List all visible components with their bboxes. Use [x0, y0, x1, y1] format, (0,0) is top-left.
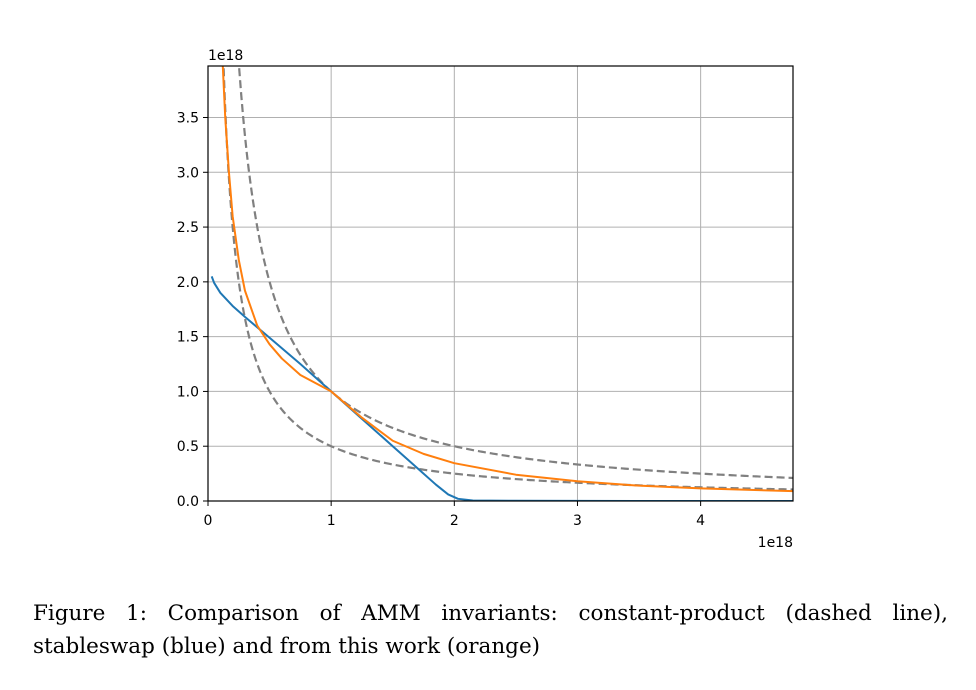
grid — [207, 66, 793, 502]
y-tick-label: 2.5 — [177, 220, 199, 236]
x-tick-label: 2 — [450, 513, 459, 529]
y-tick-label: 1.5 — [177, 330, 199, 346]
chart: 0 1 2 3 4 0.0 0.5 1.0 1.5 2.0 2.5 3.0 3.5 1e18 1e18 — [177, 48, 794, 551]
y-axis-multiplier: 1e18 — [208, 48, 243, 64]
series-line-2 — [210, 276, 793, 501]
y-tick-label: 3.0 — [177, 165, 199, 181]
x-axis-multiplier: 1e18 — [758, 535, 793, 551]
x-tick-label: 1 — [327, 513, 336, 529]
y-tick-label: 0.0 — [177, 494, 199, 510]
series-line-1 — [237, 66, 793, 480]
y-tick-label: 2.0 — [177, 275, 199, 291]
series-line-0 — [222, 66, 793, 491]
x-tick-label: 3 — [573, 513, 582, 529]
y-tick-label: 3.5 — [177, 110, 199, 126]
figure-caption: Figure 1: Comparison of AMM invariants: … — [33, 601, 948, 659]
ticks: 0 1 2 3 4 0.0 0.5 1.0 1.5 2.0 2.5 3.0 3.5 — [177, 110, 705, 529]
y-tick-label: 0.5 — [177, 439, 199, 455]
series-layer — [210, 66, 793, 501]
plot-frame — [207, 65, 794, 502]
series-line-3 — [221, 66, 793, 493]
x-tick-label: 0 — [204, 513, 213, 529]
x-tick-label: 4 — [696, 513, 705, 529]
y-tick-label: 1.0 — [177, 384, 199, 400]
